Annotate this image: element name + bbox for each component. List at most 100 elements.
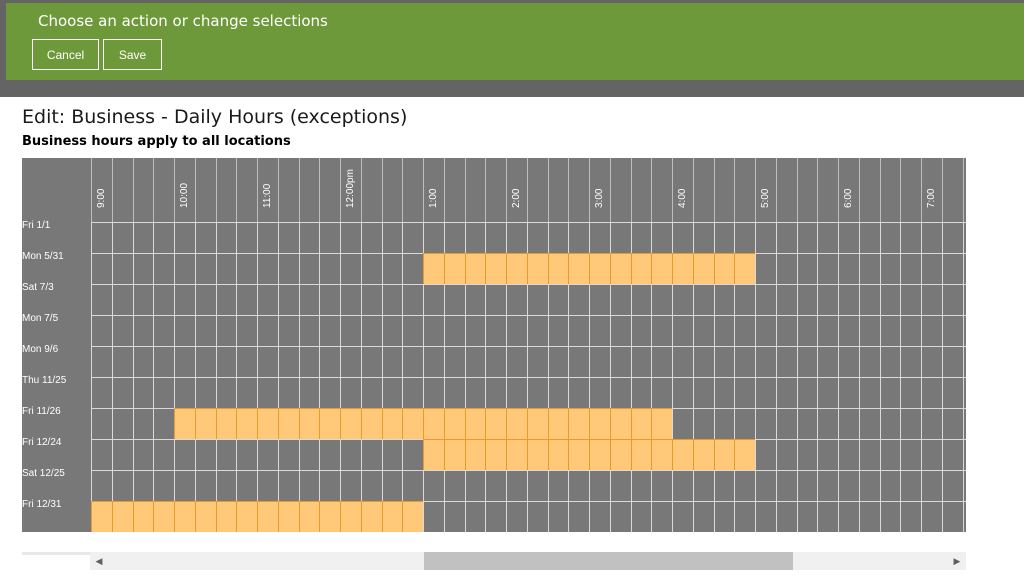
time-slot[interactable] <box>838 253 860 285</box>
time-slot[interactable] <box>921 408 943 440</box>
time-slot[interactable] <box>858 284 881 316</box>
time-slot[interactable] <box>526 470 549 502</box>
time-slot[interactable] <box>443 470 466 502</box>
time-slot[interactable] <box>775 377 798 409</box>
time-slot[interactable] <box>402 284 424 316</box>
time-slot[interactable] <box>298 315 321 347</box>
time-slot[interactable] <box>692 315 715 347</box>
time-slot-selected[interactable] <box>257 408 279 440</box>
time-slot[interactable] <box>319 439 341 471</box>
time-slot[interactable] <box>277 315 300 347</box>
time-slot-selected[interactable] <box>360 408 383 440</box>
time-slot[interactable] <box>817 253 839 285</box>
time-slot[interactable] <box>651 470 673 502</box>
time-slot-selected[interactable] <box>526 439 549 471</box>
time-slot[interactable] <box>568 315 590 347</box>
time-slot[interactable] <box>381 284 404 316</box>
time-slot[interactable] <box>568 222 590 254</box>
time-slot[interactable] <box>236 284 258 316</box>
time-slot[interactable] <box>568 346 590 378</box>
time-slot[interactable] <box>485 501 507 532</box>
time-slot[interactable] <box>91 222 113 254</box>
time-slot[interactable] <box>340 346 362 378</box>
time-slot[interactable] <box>277 253 300 285</box>
time-slot[interactable] <box>796 315 819 347</box>
time-slot[interactable] <box>360 439 383 471</box>
time-slot[interactable] <box>796 284 819 316</box>
time-slot[interactable] <box>921 439 943 471</box>
time-slot[interactable] <box>215 253 238 285</box>
time-slot[interactable] <box>464 222 487 254</box>
time-slot[interactable] <box>132 439 155 471</box>
time-slot[interactable] <box>111 408 134 440</box>
time-slot[interactable] <box>506 315 528 347</box>
time-slot[interactable] <box>153 408 175 440</box>
time-slot-selected[interactable] <box>547 408 570 440</box>
time-slot[interactable] <box>817 501 839 532</box>
time-slot[interactable] <box>962 408 966 440</box>
time-slot[interactable] <box>796 346 819 378</box>
time-slot[interactable] <box>277 346 300 378</box>
time-slot[interactable] <box>153 284 175 316</box>
time-slot[interactable] <box>423 377 445 409</box>
time-slot-selected[interactable] <box>298 501 321 532</box>
time-slot[interactable] <box>174 470 196 502</box>
time-slot[interactable] <box>111 315 134 347</box>
time-slot-selected[interactable] <box>381 408 404 440</box>
time-slot[interactable] <box>298 253 321 285</box>
time-slot[interactable] <box>443 315 466 347</box>
time-slot-selected[interactable] <box>423 408 445 440</box>
time-slot[interactable] <box>941 439 964 471</box>
time-slot[interactable] <box>838 284 860 316</box>
time-slot[interactable] <box>547 222 570 254</box>
time-slot[interactable] <box>713 284 736 316</box>
time-slot-selected[interactable] <box>692 439 715 471</box>
time-slot[interactable] <box>651 284 673 316</box>
time-slot[interactable] <box>879 501 902 532</box>
time-slot[interactable] <box>402 222 424 254</box>
time-slot[interactable] <box>257 439 279 471</box>
time-slot[interactable] <box>941 315 964 347</box>
time-slot[interactable] <box>402 315 424 347</box>
time-slot[interactable] <box>838 346 860 378</box>
time-slot-selected[interactable] <box>526 408 549 440</box>
time-slot[interactable] <box>568 284 590 316</box>
time-slot[interactable] <box>858 501 881 532</box>
time-slot[interactable] <box>609 501 632 532</box>
time-slot[interactable] <box>879 439 902 471</box>
time-slot[interactable] <box>402 377 424 409</box>
time-slot[interactable] <box>713 408 736 440</box>
time-slot-selected[interactable] <box>568 253 590 285</box>
time-slot[interactable] <box>692 377 715 409</box>
time-slot[interactable] <box>734 470 756 502</box>
time-slot[interactable] <box>796 253 819 285</box>
time-slot[interactable] <box>879 315 902 347</box>
time-slot[interactable] <box>111 284 134 316</box>
time-slot[interactable] <box>630 315 653 347</box>
time-slot[interactable] <box>526 501 549 532</box>
time-slot[interactable] <box>900 222 922 254</box>
time-slot[interactable] <box>651 315 673 347</box>
time-slot[interactable] <box>734 315 756 347</box>
time-slot[interactable] <box>277 377 300 409</box>
time-slot[interactable] <box>941 346 964 378</box>
time-slot[interactable] <box>277 284 300 316</box>
time-slot[interactable] <box>838 315 860 347</box>
time-slot[interactable] <box>755 253 777 285</box>
time-slot[interactable] <box>194 253 217 285</box>
time-slot-selected[interactable] <box>257 501 279 532</box>
time-slot[interactable] <box>941 470 964 502</box>
time-slot[interactable] <box>91 470 113 502</box>
time-slot-selected[interactable] <box>360 501 383 532</box>
time-slot-selected[interactable] <box>340 501 362 532</box>
time-slot[interactable] <box>817 222 839 254</box>
time-slot[interactable] <box>630 501 653 532</box>
time-slot[interactable] <box>921 253 943 285</box>
time-slot[interactable] <box>340 222 362 254</box>
time-slot-selected[interactable] <box>443 253 466 285</box>
time-slot[interactable] <box>692 284 715 316</box>
horizontal-scrollbar[interactable]: ◀ ▶ <box>90 552 966 570</box>
time-slot[interactable] <box>215 315 238 347</box>
time-slot[interactable] <box>692 470 715 502</box>
time-slot[interactable] <box>153 346 175 378</box>
